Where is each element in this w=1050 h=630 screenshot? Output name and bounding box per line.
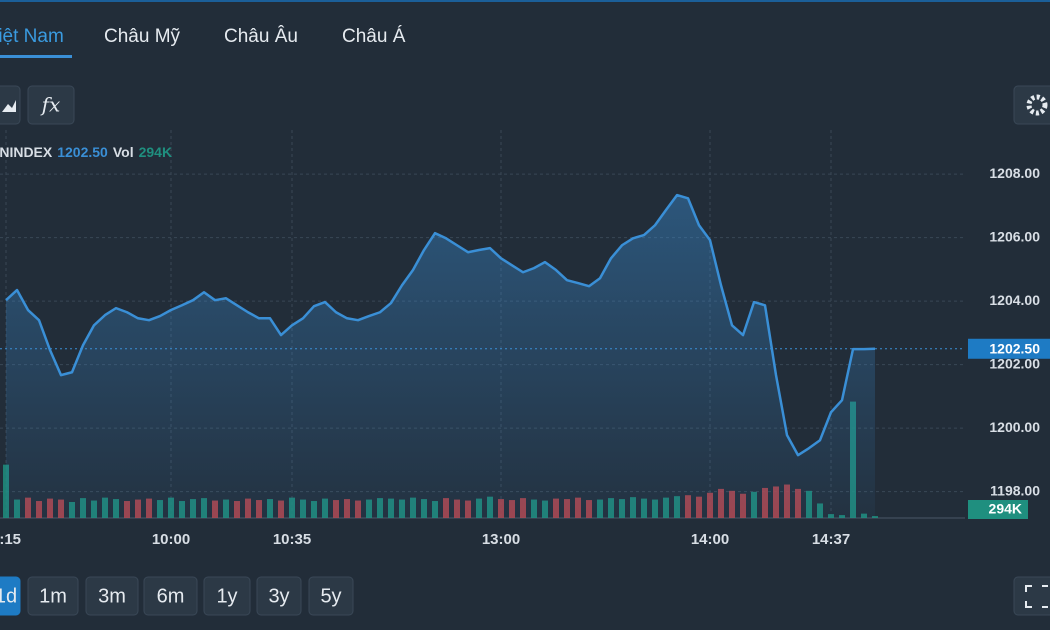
legend-volume-name: Vol [113,144,134,160]
range-button[interactable] [0,576,21,616]
legend: VNINDEX1202.50 Vol 294K [0,144,172,160]
chart-type-button[interactable] [0,85,21,125]
range-button-label: 5y [320,585,341,607]
range-button-label: 3y [268,585,289,607]
range-button-label: 1d [0,585,17,607]
active-tab-underline [0,55,72,58]
market-tab[interactable]: Việt Nam [0,26,64,47]
range-button-label: 1m [39,585,67,607]
area-fill [6,195,875,518]
function-label: fx [40,93,61,117]
y-tick-label: 1198.00 [990,482,1040,498]
range-button-label: 1y [216,585,237,607]
x-tick-label: 13:00 [482,531,520,548]
settings-icon [1026,94,1048,116]
market-tab[interactable]: Châu Á [342,26,406,47]
market-tab[interactable]: Châu Mỹ [104,26,181,47]
range-button[interactable] [203,576,251,616]
fullscreen-button[interactable] [1013,576,1050,616]
function-button[interactable] [27,85,75,125]
x-tick-label: 14:37 [812,531,850,548]
y-tick-label: 1208.00 [989,165,1040,181]
market-tab[interactable]: Châu Âu [224,25,298,47]
x-tick-label: 10:00 [152,531,190,548]
last-price-badge [968,338,1050,359]
y-tick-label: 1206.00 [989,228,1040,244]
y-tick-label: 1204.00 [989,292,1040,308]
legend-volume: 294K [139,144,172,160]
range-button[interactable] [308,576,354,616]
settings-button[interactable] [1013,85,1050,125]
top-border [0,0,1050,2]
chart-type-icon [2,100,16,112]
range-button[interactable] [143,576,198,616]
volume-badge-label: 294K [989,501,1022,517]
range-button-label: 3m [98,585,126,607]
volume-badge [968,500,1028,519]
legend-symbol: VNINDEX [0,144,53,160]
y-tick-label: 1202.00 [989,355,1040,371]
x-tick-label: 10:35 [273,531,311,548]
range-button[interactable] [256,576,302,616]
x-tick-label: 9:15 [0,531,21,548]
range-button-label: 6m [157,585,185,607]
range-button[interactable] [85,576,139,616]
x-tick-label: 14:00 [691,531,729,548]
legend-price: 1202.50 [57,144,108,160]
last-price-label: 1202.50 [989,340,1040,356]
price-line [5,193,876,457]
y-tick-label: 1200.00 [989,419,1040,435]
fullscreen-icon [1025,585,1048,608]
range-button[interactable] [27,576,79,616]
